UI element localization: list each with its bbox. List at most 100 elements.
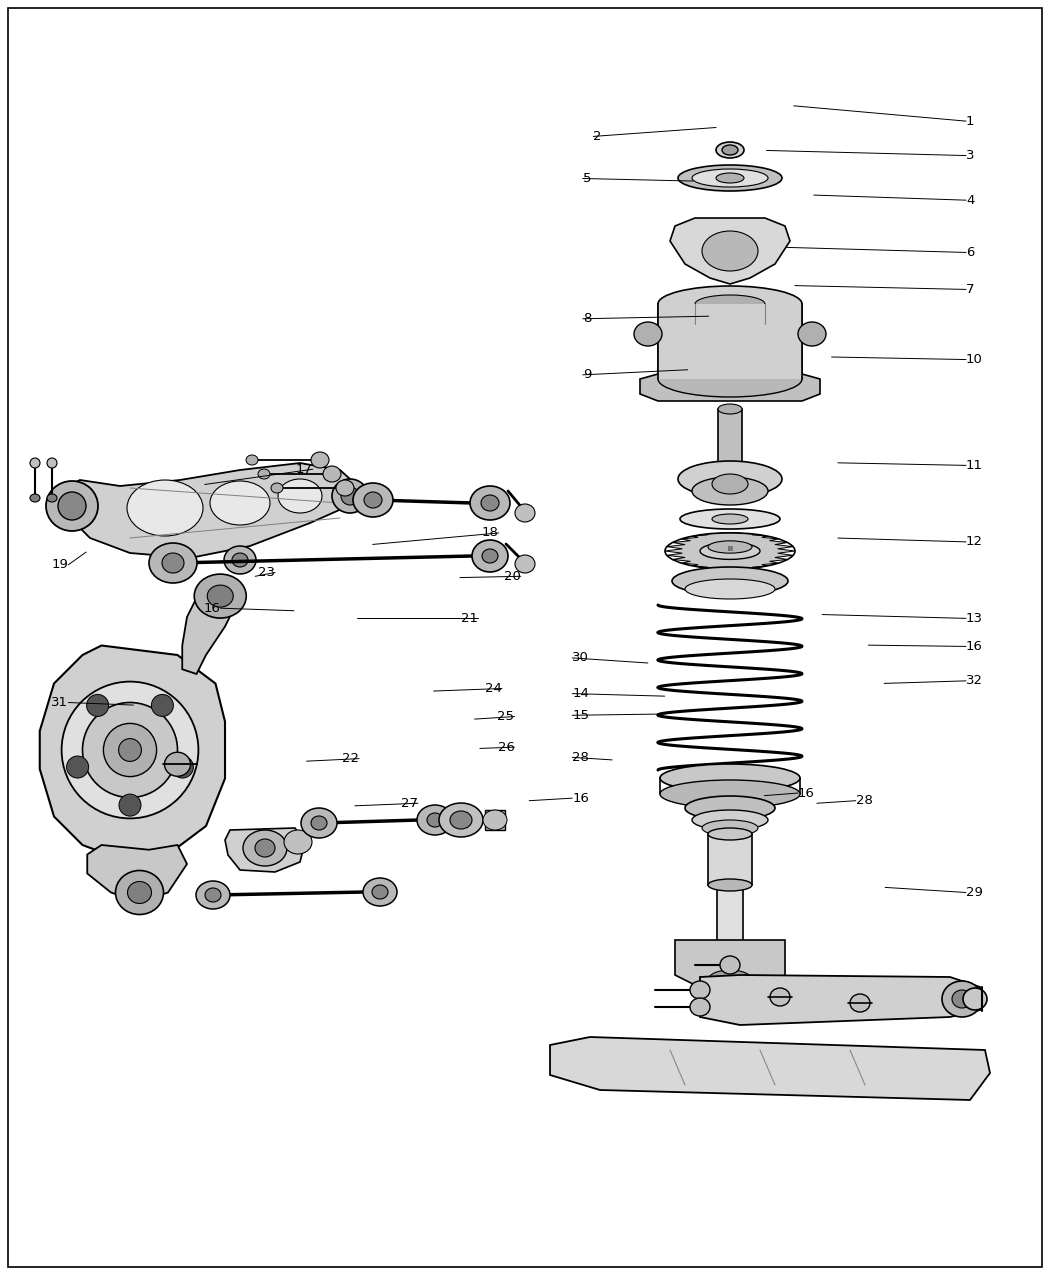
Ellipse shape [692, 810, 768, 830]
Ellipse shape [165, 752, 190, 776]
Ellipse shape [196, 881, 230, 909]
Ellipse shape [278, 479, 322, 513]
Ellipse shape [685, 796, 775, 820]
Ellipse shape [672, 567, 788, 595]
Ellipse shape [472, 541, 508, 572]
Polygon shape [670, 218, 790, 284]
Text: 22: 22 [342, 752, 359, 765]
Text: 12: 12 [966, 536, 983, 548]
Text: 16: 16 [204, 602, 220, 615]
Ellipse shape [86, 695, 108, 717]
Ellipse shape [301, 808, 337, 838]
Text: 27: 27 [401, 797, 418, 810]
Text: 24: 24 [485, 682, 502, 695]
Ellipse shape [450, 811, 472, 829]
Ellipse shape [952, 989, 972, 1009]
Bar [717, 885, 743, 940]
Ellipse shape [119, 794, 141, 816]
Ellipse shape [62, 682, 198, 819]
Text: 7: 7 [966, 283, 974, 296]
Ellipse shape [127, 881, 151, 904]
Ellipse shape [119, 738, 142, 761]
Ellipse shape [232, 553, 248, 567]
Ellipse shape [716, 173, 744, 184]
Ellipse shape [207, 585, 233, 607]
Text: 10: 10 [966, 353, 983, 366]
Ellipse shape [30, 493, 40, 502]
Ellipse shape [712, 474, 748, 493]
Ellipse shape [481, 495, 499, 511]
Ellipse shape [712, 514, 748, 524]
Ellipse shape [720, 956, 740, 974]
Ellipse shape [695, 295, 765, 312]
Ellipse shape [700, 543, 760, 560]
Text: 1: 1 [966, 115, 974, 128]
Ellipse shape [83, 703, 177, 797]
Polygon shape [87, 845, 187, 901]
Ellipse shape [46, 481, 98, 530]
Ellipse shape [47, 493, 57, 502]
Ellipse shape [470, 486, 510, 520]
Text: 28: 28 [572, 751, 589, 764]
Ellipse shape [514, 504, 536, 521]
Text: 6: 6 [966, 246, 974, 259]
Ellipse shape [798, 323, 826, 346]
Text: 8: 8 [583, 312, 591, 325]
Text: 32: 32 [966, 674, 983, 687]
Bar [708, 834, 752, 885]
Ellipse shape [149, 543, 197, 583]
Text: 14: 14 [572, 687, 589, 700]
Ellipse shape [702, 820, 758, 836]
Polygon shape [640, 374, 820, 402]
Text: 5: 5 [583, 172, 591, 185]
Ellipse shape [634, 323, 662, 346]
Ellipse shape [30, 458, 40, 468]
Polygon shape [40, 645, 225, 859]
Ellipse shape [341, 487, 359, 505]
Ellipse shape [162, 553, 184, 572]
Text: 28: 28 [856, 794, 873, 807]
Ellipse shape [271, 483, 284, 493]
Ellipse shape [514, 555, 536, 572]
Text: 25: 25 [498, 710, 514, 723]
Ellipse shape [427, 813, 443, 827]
Ellipse shape [702, 231, 758, 272]
Ellipse shape [692, 477, 768, 505]
Ellipse shape [311, 453, 329, 468]
Ellipse shape [372, 885, 388, 899]
Ellipse shape [850, 994, 870, 1012]
Ellipse shape [246, 455, 258, 465]
Ellipse shape [482, 550, 498, 564]
Ellipse shape [483, 810, 507, 830]
Ellipse shape [708, 827, 752, 840]
Text: 20: 20 [504, 570, 521, 583]
Text: 16: 16 [798, 787, 815, 799]
Ellipse shape [284, 830, 312, 854]
Ellipse shape [47, 458, 57, 468]
Text: 17: 17 [296, 463, 313, 476]
Ellipse shape [311, 816, 327, 830]
Text: 11: 11 [966, 459, 983, 472]
Text: 30: 30 [572, 652, 589, 664]
Text: 13: 13 [966, 612, 983, 625]
Ellipse shape [364, 492, 382, 507]
Text: 26: 26 [498, 741, 514, 754]
Ellipse shape [963, 988, 987, 1010]
Ellipse shape [678, 462, 782, 497]
Text: 2: 2 [593, 130, 602, 143]
Polygon shape [550, 1037, 990, 1100]
Bar [718, 409, 742, 467]
Polygon shape [665, 533, 795, 569]
Text: III: III [727, 546, 733, 552]
Ellipse shape [716, 142, 744, 158]
Ellipse shape [708, 878, 752, 891]
Ellipse shape [151, 695, 173, 717]
Ellipse shape [116, 871, 164, 914]
Text: 3: 3 [966, 149, 974, 162]
Ellipse shape [171, 756, 193, 778]
Text: 9: 9 [583, 368, 591, 381]
Ellipse shape [243, 830, 287, 866]
Ellipse shape [660, 764, 800, 792]
Text: 21: 21 [461, 612, 478, 625]
Ellipse shape [942, 980, 982, 1017]
